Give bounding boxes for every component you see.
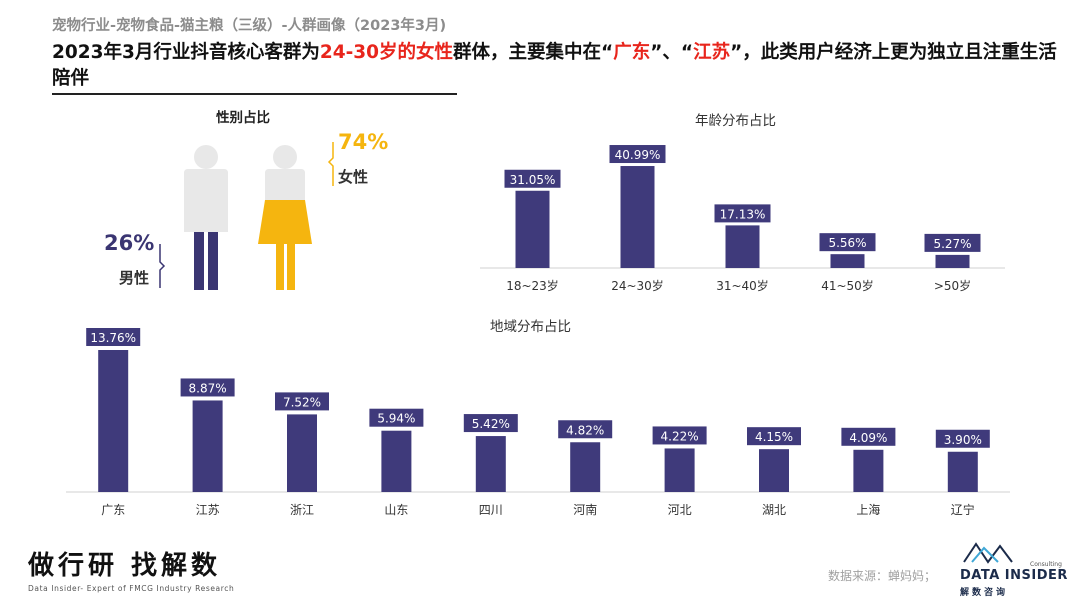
data-label-box [714, 204, 771, 223]
category-label: 四川 [479, 503, 503, 517]
data-label-box [86, 328, 141, 346]
data-label: 5.56% [828, 236, 866, 250]
data-label: 13.76% [90, 331, 136, 345]
female-figure-icon [258, 145, 312, 290]
bar [947, 451, 978, 492]
male-percentage: 26% [104, 231, 155, 255]
data-label: 5.42% [472, 417, 510, 431]
category-label: 18~23岁 [506, 278, 559, 293]
bar [381, 430, 412, 492]
female-percentage: 74% [338, 130, 389, 154]
headline-text-1: 2023年3月行业抖音核心客群为 [52, 42, 320, 63]
brand-name-cn: 解数咨询 [960, 588, 1009, 598]
headline-highlight-guangdong: 广东 [613, 42, 651, 63]
footer-slogan: 做行研 找解数 [28, 551, 222, 581]
category-label: 河南 [573, 502, 597, 517]
slide-subtitle: 宠物行业-宠物食品-猫主粮（三级）-人群画像（2023年3月) [52, 18, 447, 34]
brand-consulting-label: Consulting [1030, 561, 1062, 568]
male-label: 男性 [119, 269, 150, 287]
data-label: 8.87% [189, 381, 227, 395]
gender-chart-title: 性别占比 [216, 110, 270, 126]
bar [287, 414, 317, 492]
category-label: 江苏 [196, 503, 220, 517]
category-label: 上海 [856, 502, 880, 517]
slide-headline: 2023年3月行业抖音核心客群为24-30岁的女性群体，主要集中在“广东”、“江… [52, 40, 1062, 92]
region-chart-title: 地域分布占比 [490, 319, 571, 335]
age-chart-title: 年龄分布占比 [695, 113, 776, 129]
data-label: 5.94% [377, 412, 415, 426]
category-label: 41~50岁 [821, 278, 874, 293]
data-label: 4.09% [849, 431, 887, 445]
data-label: 17.13% [720, 207, 766, 221]
data-label-box [924, 233, 981, 252]
bar [515, 190, 550, 268]
bar [475, 436, 506, 492]
data-label: 40.99% [615, 148, 661, 162]
data-label: 5.27% [933, 237, 971, 251]
data-source-note: 数据来源：蝉妈妈； [828, 569, 937, 583]
category-label: 山东 [384, 503, 408, 517]
data-label: 7.52% [283, 395, 321, 409]
headline-text-4: ”，此类用户经济上更为独立且注重生活陪伴 [52, 42, 1057, 89]
data-label-box [558, 420, 613, 439]
headline-highlight-age-gender: 24-30岁的女性 [319, 42, 454, 63]
data-label-box [609, 145, 666, 164]
headline-text-2: 群体，主要集中在“ [453, 42, 614, 63]
headline-divider [52, 93, 457, 95]
category-label: 广东 [101, 503, 125, 517]
category-label: 24~30岁 [611, 278, 664, 293]
data-label-box [652, 426, 707, 445]
category-label: >50岁 [934, 278, 971, 293]
data-label-box [935, 429, 990, 448]
male-bracket [159, 244, 166, 288]
data-label-box [504, 169, 561, 188]
data-label: 31.05% [510, 173, 556, 187]
gender-figures [184, 145, 312, 290]
data-label-box [747, 427, 801, 446]
bar [192, 400, 223, 492]
brand-name: DATA INSIDER [960, 568, 1068, 583]
bar [853, 449, 884, 492]
data-label-box [819, 233, 876, 252]
data-label-box [275, 392, 329, 411]
bar [664, 448, 695, 492]
bar [759, 449, 789, 492]
category-label: 辽宁 [951, 502, 975, 517]
male-figure-icon [184, 145, 228, 290]
bar [935, 254, 970, 268]
data-label: 4.82% [566, 423, 604, 437]
category-label: 湖北 [762, 502, 786, 517]
data-insider-logo-icon [963, 542, 1013, 564]
category-label: 河北 [668, 503, 692, 517]
headline-text-3: ”、“ [650, 42, 694, 63]
bar [570, 442, 601, 492]
headline-highlight-jiangsu: 江苏 [693, 42, 731, 63]
category-label: 31~40岁 [716, 278, 769, 293]
data-label: 4.22% [661, 429, 699, 443]
region-distribution-chart: 13.76% 广东 8.87% 江苏 7.52% 浙江 5.94% 山东 5.42% 四川 4.82… [66, 328, 1010, 517]
data-label-box [463, 414, 518, 433]
female-bracket [327, 142, 334, 186]
bar [725, 225, 760, 268]
data-label: 4.15% [755, 430, 793, 444]
female-label: 女性 [338, 168, 369, 186]
data-label-box [841, 427, 896, 446]
data-label-box [180, 378, 235, 397]
age-distribution-chart: 31.05% 18~23岁 40.99% 24~30岁 17.13% 31~40岁 5.56… [480, 145, 1005, 293]
bar [98, 350, 129, 492]
footer-tagline: Data Insider- Expert of FMCG Industry Re… [28, 584, 235, 593]
data-label-box [369, 408, 424, 427]
bar [830, 254, 865, 268]
data-label: 3.90% [944, 433, 982, 447]
bar [620, 166, 655, 268]
category-label: 浙江 [290, 503, 314, 517]
